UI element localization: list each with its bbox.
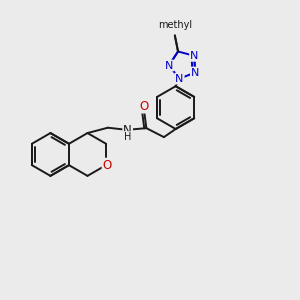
Text: N: N xyxy=(175,74,184,84)
Text: N: N xyxy=(123,124,132,136)
Text: O: O xyxy=(139,100,148,112)
Text: N: N xyxy=(191,68,199,78)
Text: N: N xyxy=(165,61,173,70)
Text: N: N xyxy=(190,51,198,61)
Text: O: O xyxy=(103,159,112,172)
Text: H: H xyxy=(124,132,131,142)
Text: methyl: methyl xyxy=(158,20,192,30)
